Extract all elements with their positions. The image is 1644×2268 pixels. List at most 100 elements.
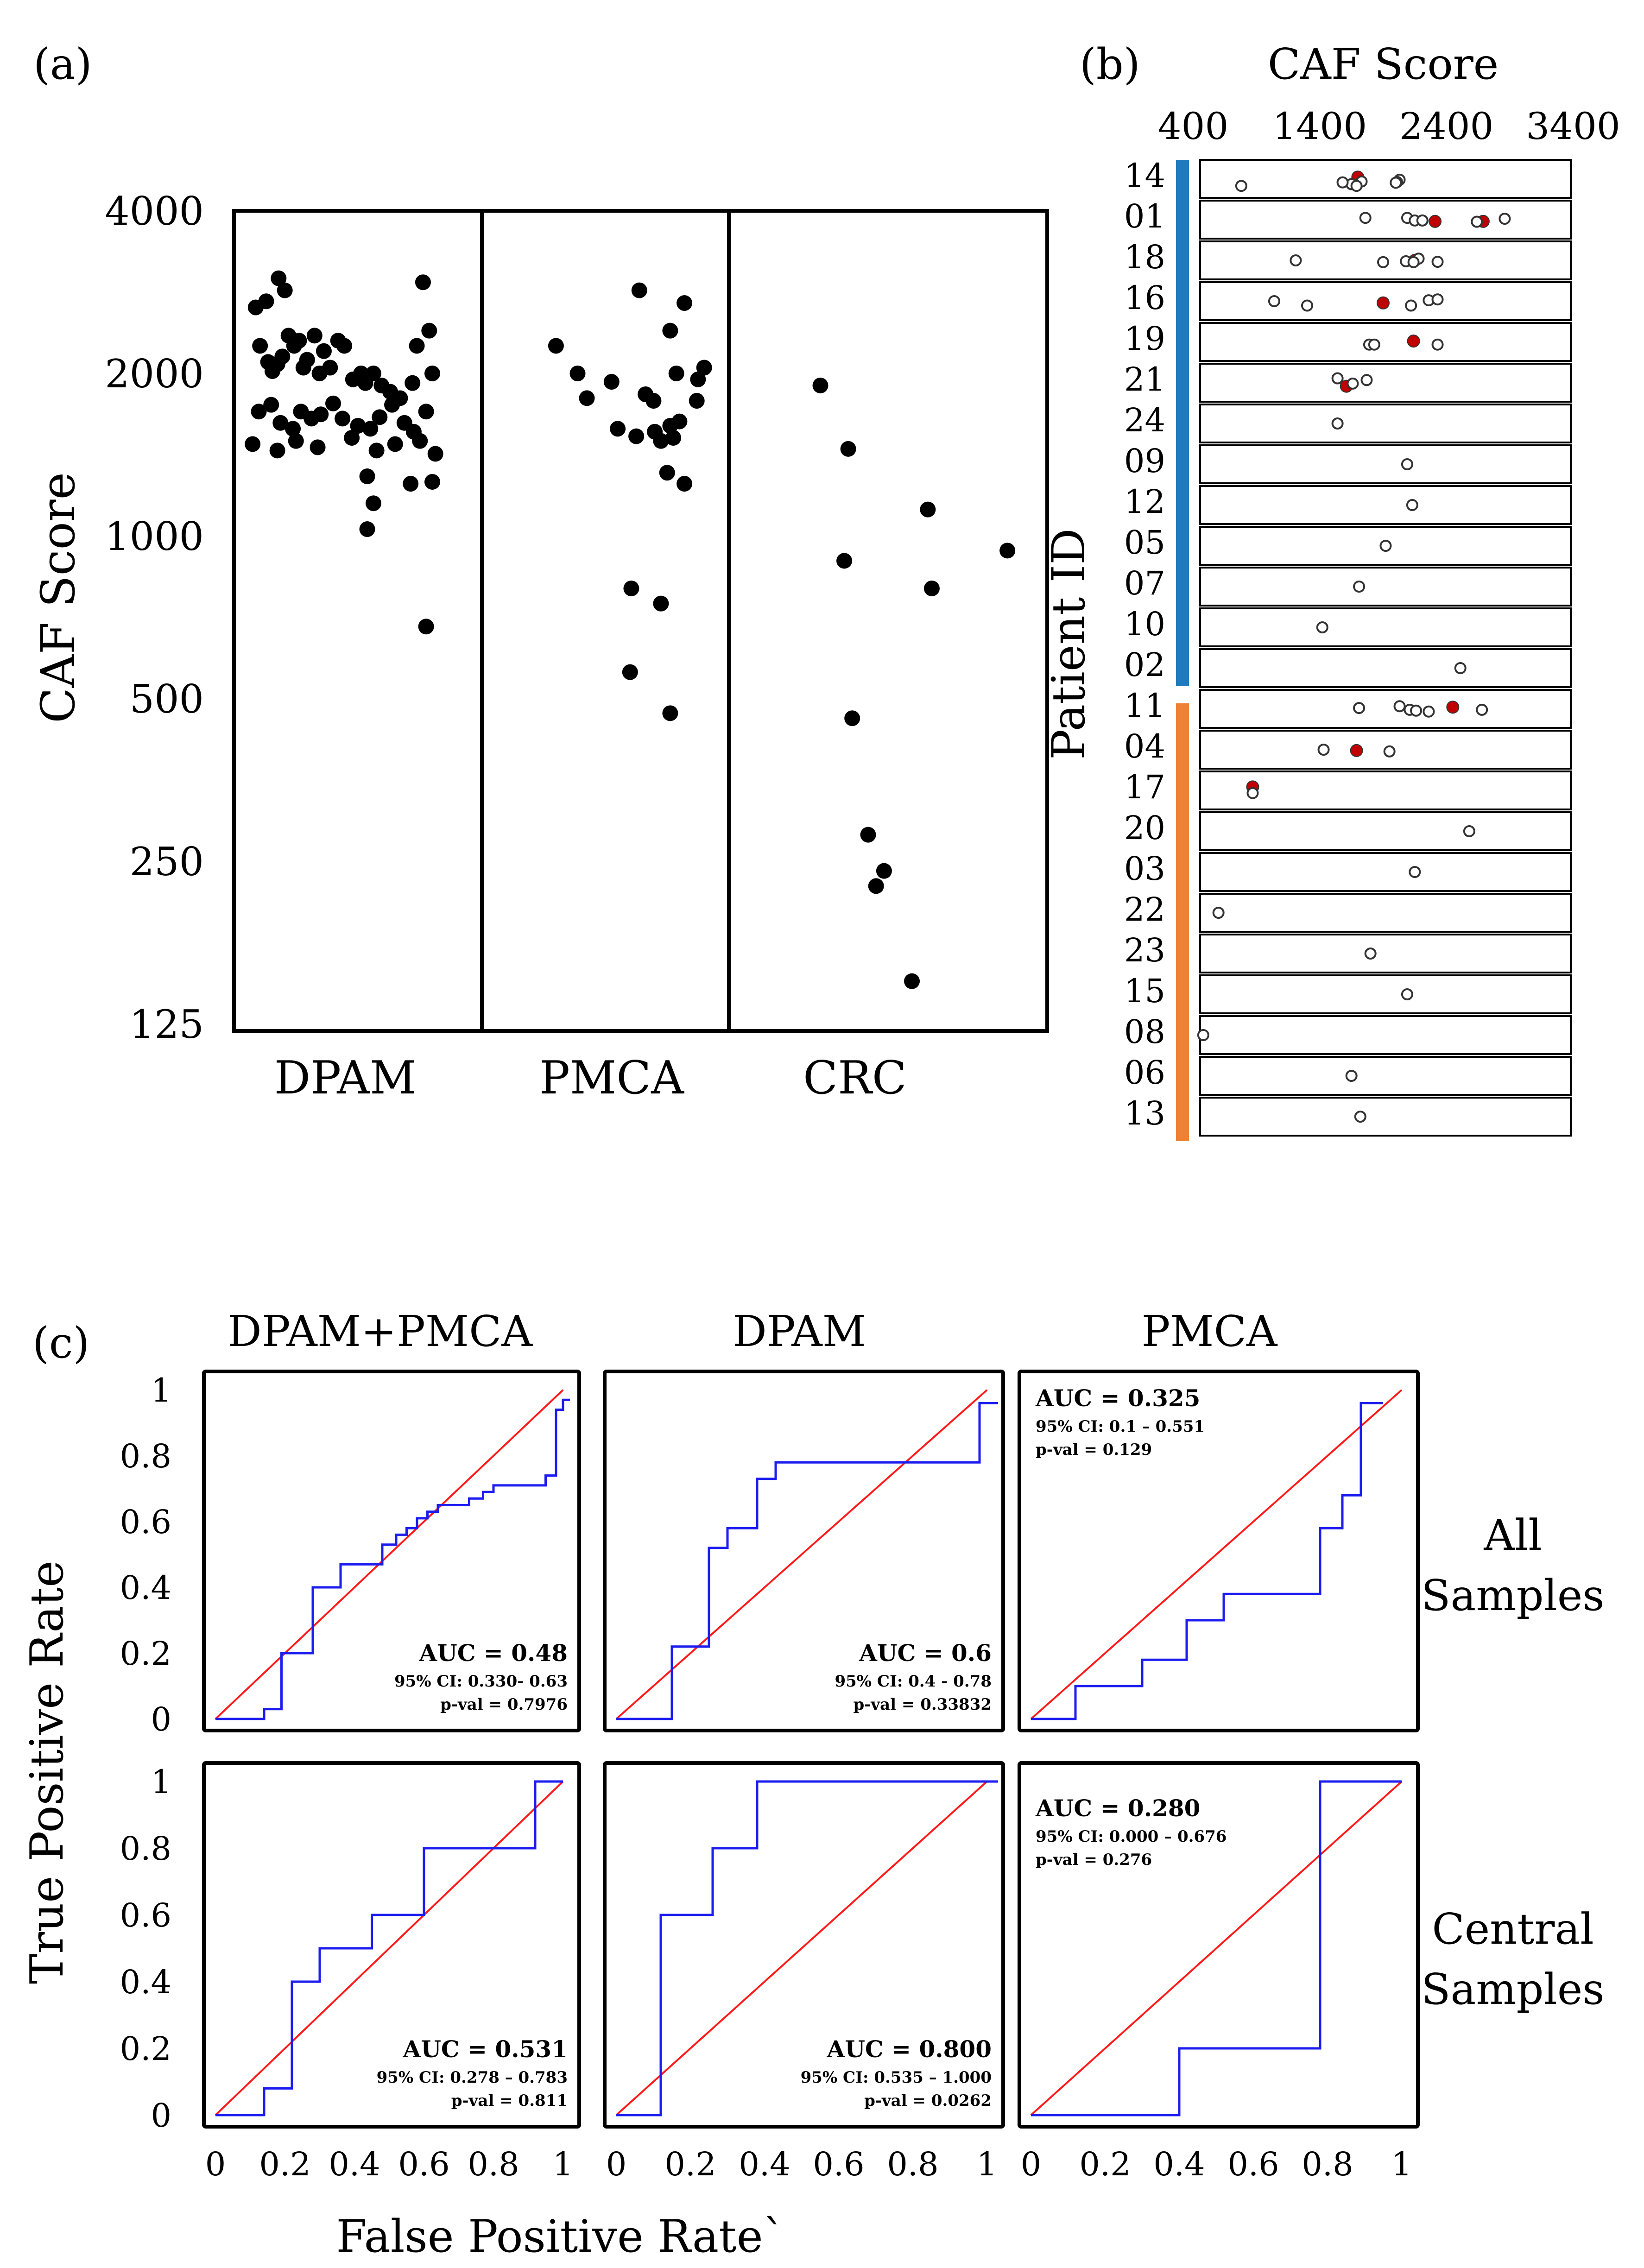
patient-id-label: 11 bbox=[1124, 687, 1165, 725]
panel-a-point-pmca bbox=[569, 366, 586, 381]
panel-a-point-dpam bbox=[252, 338, 268, 354]
roc-curve bbox=[215, 1398, 570, 1720]
panel-a-point-dpam bbox=[365, 366, 381, 381]
panel-a-point-pmca bbox=[623, 580, 639, 596]
patient-id-label: 10 bbox=[1124, 605, 1165, 643]
panel-a-point-dpam bbox=[285, 421, 301, 437]
panel-b-point-open bbox=[1390, 177, 1402, 189]
roc-y-tick: 0 bbox=[151, 2097, 171, 2135]
panel-b-point-red bbox=[1377, 296, 1390, 310]
panel-a-point-dpam bbox=[313, 406, 329, 423]
panel-a-point-pmca bbox=[689, 393, 705, 409]
panel-a-point-dpam bbox=[258, 293, 274, 310]
roc-curve bbox=[616, 1780, 998, 2116]
roc-x-tick: 0.2 bbox=[664, 2145, 716, 2183]
panel-a-y-tick: 125 bbox=[130, 1002, 204, 1047]
panel-a-point-pmca bbox=[662, 322, 678, 339]
panel-b-x-tick: 1400 bbox=[1273, 105, 1367, 148]
ci-label: 95% CI: 0.4 - 0.78 bbox=[835, 1672, 992, 1691]
patient-row bbox=[1199, 974, 1572, 1014]
panel-b-point-red bbox=[1407, 335, 1420, 348]
panel-a-point-dpam bbox=[251, 404, 267, 420]
panel-b-x-tick: 400 bbox=[1158, 105, 1229, 148]
auc-label: AUC = 0.6 bbox=[859, 1639, 992, 1667]
panel-b-point-open bbox=[1364, 948, 1377, 960]
panel-a-y-tick: 250 bbox=[130, 839, 204, 884]
ci-label: 95% CI: 0.330- 0.63 bbox=[394, 1672, 568, 1691]
panel-c-xlabel: False Positive Rate` bbox=[336, 2211, 785, 2262]
panel-b-point-open bbox=[1407, 256, 1420, 268]
panel-c-ylabel: True Positive Rate bbox=[21, 1560, 74, 1984]
panel-a-point-dpam bbox=[288, 433, 304, 449]
panel-a-point-dpam bbox=[365, 495, 381, 512]
auc-label: AUC = 0.280 bbox=[1035, 1794, 1200, 1822]
panel-b-point-open bbox=[1410, 704, 1423, 717]
row-label-central-1: Central bbox=[1432, 1904, 1593, 1954]
roc-curve bbox=[616, 1402, 998, 1720]
panel-b-point-open bbox=[1377, 256, 1389, 268]
roc-curve bbox=[1031, 1402, 1383, 1720]
panel-a-point-dpam bbox=[368, 442, 385, 459]
patient-id-label: 06 bbox=[1124, 1054, 1165, 1092]
panel-a-y-tick: 500 bbox=[130, 676, 204, 722]
patient-row bbox=[1199, 444, 1572, 484]
roc-x-tick: 0.6 bbox=[398, 2145, 449, 2183]
panel-b-point-open bbox=[1359, 212, 1372, 224]
auc-label: AUC = 0.800 bbox=[827, 2035, 992, 2063]
roc-diagonal bbox=[1030, 1389, 1403, 1720]
patient-row bbox=[1199, 404, 1572, 443]
group-label-pmca: PMCA bbox=[539, 1052, 684, 1105]
panel-a-point-crc bbox=[923, 580, 940, 596]
panel-a-point-dpam bbox=[336, 338, 353, 354]
patient-row bbox=[1199, 893, 1572, 933]
panel-b-point-open bbox=[1379, 540, 1392, 552]
panel-a-point-crc bbox=[836, 553, 853, 569]
panel-a-point-dpam bbox=[310, 439, 326, 455]
panel-c-label: (c) bbox=[32, 1318, 89, 1368]
patient-row bbox=[1199, 159, 1572, 199]
patient-row bbox=[1199, 1015, 1572, 1055]
patient-id-label: 17 bbox=[1124, 768, 1165, 806]
patient-row bbox=[1199, 485, 1572, 525]
roc-x-tick: 1 bbox=[977, 2145, 998, 2183]
panel-a-point-crc bbox=[840, 441, 856, 457]
panel-a-point-dpam bbox=[387, 436, 403, 452]
panel-a-point-pmca bbox=[610, 421, 626, 437]
auc-label: AUC = 0.48 bbox=[418, 1639, 568, 1667]
panel-a-point-dpam bbox=[418, 404, 434, 420]
roc-frame-r1-c0 bbox=[202, 1761, 581, 2129]
patient-row bbox=[1199, 689, 1572, 729]
panel-a-dots bbox=[245, 270, 1016, 989]
panel-a-point-pmca bbox=[677, 476, 693, 492]
panel-a-y-tick: 4000 bbox=[105, 189, 204, 234]
panel-b-point-open bbox=[1431, 256, 1444, 268]
panel-b-point-open bbox=[1354, 1111, 1366, 1123]
panel-a-point-dpam bbox=[306, 328, 322, 344]
patient-id-label: 12 bbox=[1124, 483, 1165, 521]
panel-a-point-crc bbox=[904, 973, 920, 989]
roc-x-tick: 0.6 bbox=[813, 2145, 864, 2183]
panel-a-point-pmca bbox=[671, 413, 688, 430]
patient-id-label: 21 bbox=[1124, 360, 1165, 398]
panel-b-point-open bbox=[1268, 295, 1280, 307]
patient-id-label: 24 bbox=[1124, 401, 1165, 439]
panel-a-point-pmca bbox=[665, 430, 682, 446]
patient-id-label: 03 bbox=[1124, 850, 1165, 888]
patient-row bbox=[1199, 322, 1572, 362]
panel-a-point-dpam bbox=[421, 322, 437, 339]
panel-a-point-dpam bbox=[384, 397, 400, 413]
roc-x-tick: 0.8 bbox=[887, 2145, 938, 2183]
roc-x-tick: 0.6 bbox=[1227, 2145, 1279, 2183]
patient-id-label: 22 bbox=[1124, 891, 1165, 929]
panel-b-point-open bbox=[1197, 1029, 1209, 1041]
panel-a-point-dpam bbox=[427, 446, 443, 462]
roc-diagonal bbox=[1030, 1781, 1403, 2116]
panel-a-point-dpam bbox=[412, 433, 428, 449]
panel-c: (c) DPAM+PMCA DPAM PMCA True Positive Ra… bbox=[21, 1307, 1605, 2262]
panel-a-label: (a) bbox=[33, 39, 92, 89]
panel-a-point-pmca bbox=[690, 371, 706, 387]
roc-frame-r1-c1 bbox=[603, 1761, 1005, 2129]
panel-a-point-pmca bbox=[653, 595, 669, 612]
panel-a-point-pmca bbox=[645, 393, 662, 409]
panel-a-point-crc bbox=[860, 827, 876, 843]
